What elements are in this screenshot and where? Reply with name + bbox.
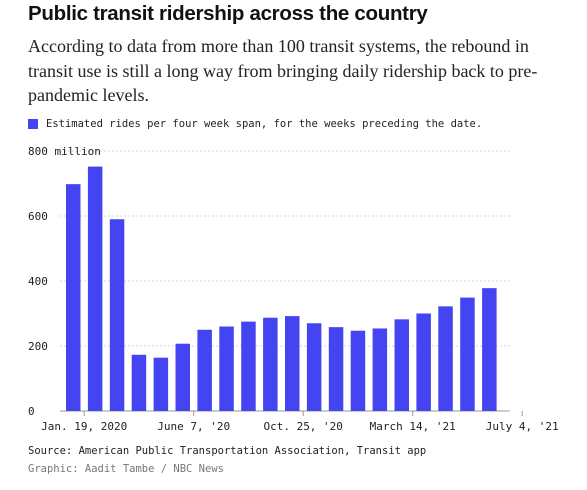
y-tick-label: 0 [28,405,35,418]
legend-swatch [28,119,38,129]
bar [175,343,190,411]
bar [438,306,453,411]
y-tick-label: 400 [28,275,48,288]
bar [66,184,81,411]
bar [197,329,212,411]
bar-chart: 0 200 400 600 800 million Jan. 19, 2020 June … [28,145,559,433]
graphic-credit: Graphic: Aadit Tambe / NBC News [28,463,224,475]
bar [394,319,409,411]
bar [241,321,256,411]
bar [153,357,169,411]
y-axis-ticks: 0 200 400 600 800 million [28,145,101,418]
x-axis-ticks: Jan. 19, 2020 June 7, '20 Oct. 25, '20 Marc… [41,411,559,433]
bar [131,354,147,411]
bar [285,316,300,411]
x-tick-label: July 4, '21 [486,420,559,433]
x-tick-label: June 7, '20 [157,420,230,433]
bar [416,313,431,411]
legend-label: Estimated rides per four week span, for … [46,118,483,130]
y-tick-label: 600 [28,210,48,223]
bar [109,219,125,411]
bar [372,328,388,411]
bar [87,166,103,411]
source-note: Source: American Public Transportation A… [28,445,427,457]
x-tick-label: Oct. 25, '20 [263,420,342,433]
bar [350,330,366,411]
legend: Estimated rides per four week span, for … [28,118,482,130]
x-tick-label: March 14, '21 [370,420,456,433]
bar [328,327,344,411]
y-tick-label: 200 [28,340,48,353]
bar [460,297,475,411]
bars [66,166,497,411]
y-tick-label: 800 million [28,145,101,158]
bar [482,288,497,411]
page-title: Public transit ridership across the coun… [28,2,428,25]
x-tick-label: Jan. 19, 2020 [41,420,127,433]
bar [263,317,278,411]
page-subtitle: According to data from more than 100 tra… [28,36,538,105]
bar [306,323,322,411]
bar [219,326,234,411]
